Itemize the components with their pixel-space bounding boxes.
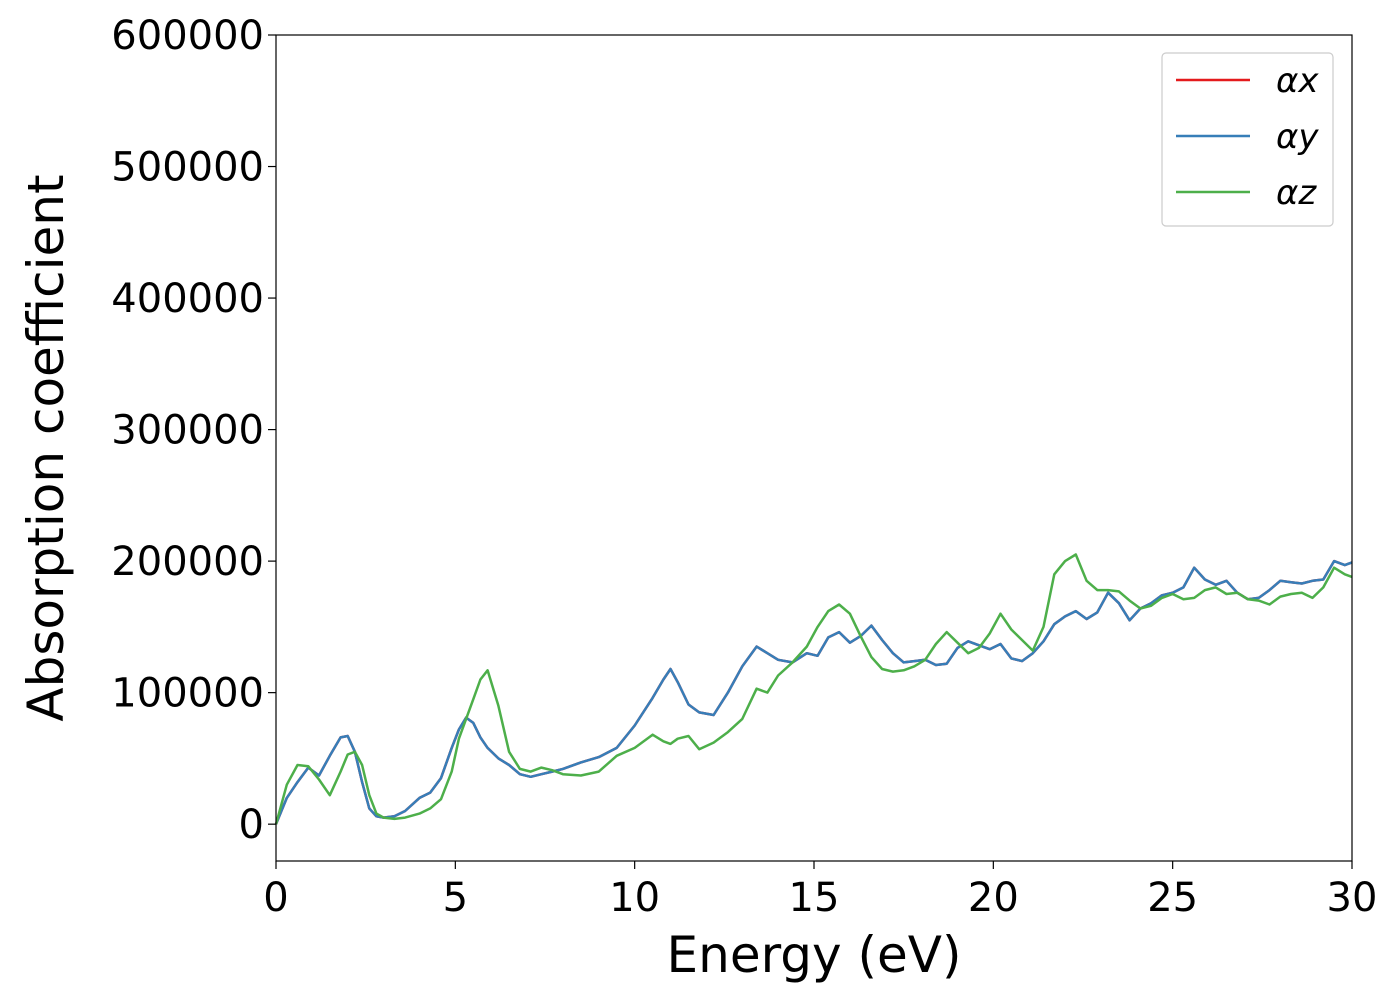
x-tick-label: 30	[1327, 875, 1378, 921]
y-tick-label: 300000	[111, 408, 264, 454]
y-axis-ticks: 0 100000 200000 300000 400000 500000 600000	[111, 13, 276, 848]
y-axis-label: Absorption coefficient	[17, 174, 75, 721]
series-layer	[274, 553, 1353, 825]
x-axis-label: Energy (eV)	[667, 926, 962, 984]
y-tick-label: 400000	[111, 276, 264, 322]
series-line-3	[274, 553, 1353, 825]
legend-label-2: αy	[1276, 117, 1319, 157]
legend-label-3: αz	[1276, 173, 1317, 213]
y-tick-label: 200000	[111, 539, 264, 585]
y-tick-label: 0	[239, 802, 264, 848]
legend-label-1: αx	[1276, 61, 1319, 101]
x-tick-label: 5	[443, 875, 468, 921]
x-tick-label: 0	[263, 875, 288, 921]
x-tick-label: 10	[609, 875, 660, 921]
legend-frame	[1161, 52, 1334, 227]
y-tick-label: 100000	[111, 671, 264, 717]
y-tick-label: 500000	[111, 145, 264, 191]
y-tick-label: 600000	[111, 13, 264, 59]
x-axis-ticks: 0 5 10 15 20 25 30	[263, 861, 1377, 921]
x-tick-label: 20	[968, 875, 1019, 921]
legend: αx αy αz	[1161, 52, 1334, 227]
x-tick-label: 25	[1147, 875, 1198, 921]
x-tick-label: 15	[789, 875, 840, 921]
series-line-2	[274, 559, 1353, 825]
